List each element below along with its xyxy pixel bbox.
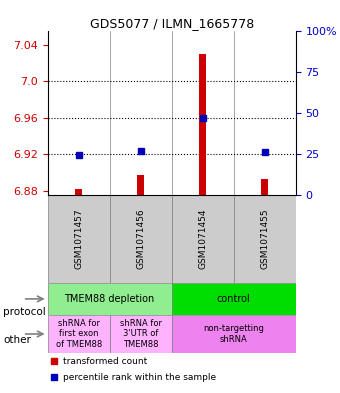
Text: GSM1071456: GSM1071456 bbox=[136, 209, 145, 269]
Title: GDS5077 / ILMN_1665778: GDS5077 / ILMN_1665778 bbox=[89, 17, 254, 30]
Text: transformed count: transformed count bbox=[63, 356, 147, 365]
FancyBboxPatch shape bbox=[109, 195, 172, 283]
FancyBboxPatch shape bbox=[48, 283, 172, 315]
FancyBboxPatch shape bbox=[172, 195, 234, 283]
FancyBboxPatch shape bbox=[48, 195, 109, 283]
Text: shRNA for
3'UTR of
TMEM88: shRNA for 3'UTR of TMEM88 bbox=[120, 319, 162, 349]
Text: non-targetting
shRNA: non-targetting shRNA bbox=[203, 324, 264, 344]
Text: percentile rank within the sample: percentile rank within the sample bbox=[63, 373, 216, 382]
Text: TMEM88 depletion: TMEM88 depletion bbox=[65, 294, 155, 304]
FancyBboxPatch shape bbox=[109, 315, 172, 353]
FancyBboxPatch shape bbox=[234, 195, 296, 283]
FancyBboxPatch shape bbox=[172, 283, 296, 315]
Text: GSM1071455: GSM1071455 bbox=[260, 209, 269, 269]
Text: protocol: protocol bbox=[3, 307, 46, 318]
Bar bbox=[199, 54, 206, 195]
Text: GSM1071457: GSM1071457 bbox=[74, 209, 83, 269]
Text: GSM1071454: GSM1071454 bbox=[198, 209, 207, 269]
Bar bbox=[137, 175, 144, 195]
Text: other: other bbox=[3, 335, 31, 345]
Text: control: control bbox=[217, 294, 251, 304]
Bar bbox=[75, 189, 82, 195]
Bar bbox=[261, 179, 269, 195]
Text: shRNA for
first exon
of TMEM88: shRNA for first exon of TMEM88 bbox=[55, 319, 102, 349]
FancyBboxPatch shape bbox=[172, 315, 296, 353]
FancyBboxPatch shape bbox=[48, 315, 109, 353]
